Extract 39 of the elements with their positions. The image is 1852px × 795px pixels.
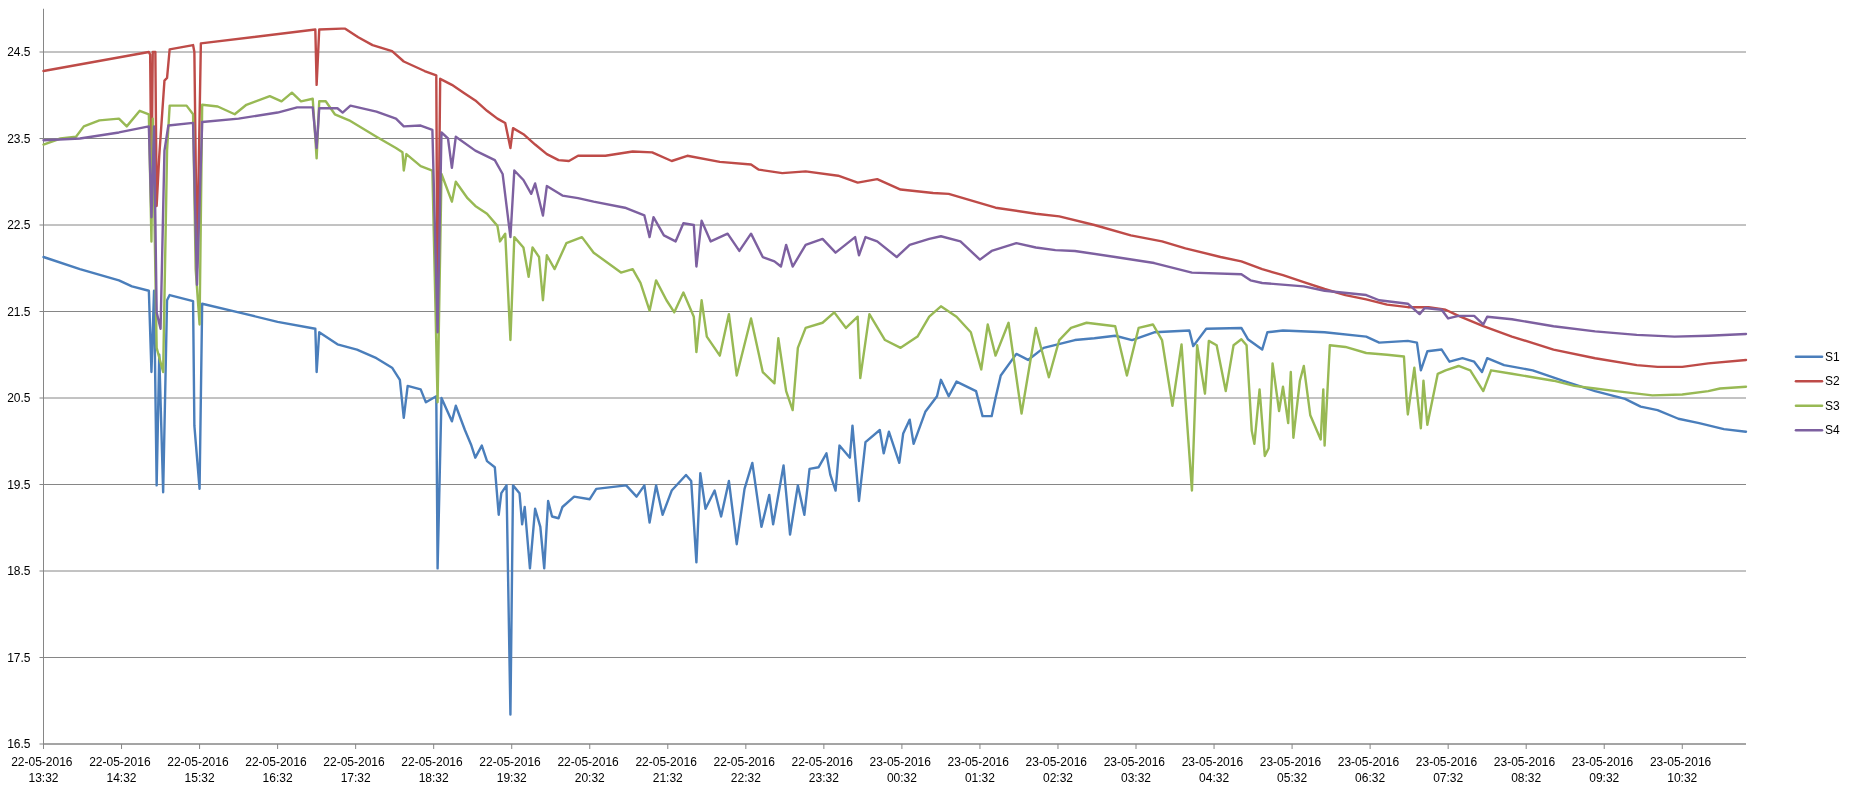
x-tick-label: 22-05-2016 16:32: [245, 755, 310, 785]
line-series: [42, 27, 1748, 369]
x-tick-label: 23-05-2016 01:32: [947, 755, 1013, 785]
x-tick-label: 23-05-2016 04:32: [1181, 755, 1247, 785]
y-tick-label: 24.5: [7, 45, 31, 60]
x-tick-label: 23-05-2016 09:32: [1571, 755, 1637, 785]
y-tick-label: 23.5: [7, 131, 31, 146]
x-tick-label: 23-05-2016 10:32: [1649, 755, 1715, 785]
x-tick-label: 22-05-2016 19:32: [479, 755, 545, 785]
x-tick-label: 22-05-2016 20:32: [557, 755, 623, 785]
y-tick-label: 17.5: [7, 650, 31, 665]
x-tick-label: 22-05-2016 17:32: [323, 755, 389, 785]
legend-label: S3: [1825, 398, 1840, 413]
y-tick-label: 19.5: [7, 477, 31, 492]
line-series: [42, 255, 1748, 716]
x-tick-label: 22-05-2016 15:32: [167, 755, 232, 785]
x-tick-label: 22-05-2016 13:32: [11, 755, 76, 785]
legend-label: S1: [1825, 349, 1840, 364]
y-tick-label: 18.5: [7, 564, 31, 579]
x-tick-label: 23-05-2016 00:32: [869, 755, 935, 785]
x-tick-label: 23-05-2016 08:32: [1493, 755, 1559, 785]
line-series: [42, 91, 1748, 492]
x-tick-label: 22-05-2016 21:32: [635, 755, 701, 785]
line-series: [42, 104, 1748, 338]
legend-label: S2: [1825, 374, 1840, 389]
x-tick-label: 22-05-2016 23:32: [791, 755, 857, 785]
x-tick-label: 23-05-2016 07:32: [1415, 755, 1481, 785]
x-tick-label: 22-05-2016 14:32: [89, 755, 154, 785]
y-tick-label: 16.5: [7, 737, 31, 752]
y-tick-label: 20.5: [7, 391, 31, 406]
y-tick-label: 22.5: [7, 218, 31, 233]
x-tick-label: 23-05-2016 05:32: [1259, 755, 1325, 785]
y-tick-label: 21.5: [7, 304, 31, 319]
x-tick-label: 23-05-2016 06:32: [1337, 755, 1403, 785]
x-tick-label: 23-05-2016 03:32: [1103, 755, 1169, 785]
x-tick-label: 23-05-2016 02:32: [1025, 755, 1091, 785]
legend-label: S4: [1825, 423, 1840, 438]
x-tick-label: 22-05-2016 22:32: [713, 755, 779, 785]
x-tick-label: 22-05-2016 18:32: [401, 755, 467, 785]
